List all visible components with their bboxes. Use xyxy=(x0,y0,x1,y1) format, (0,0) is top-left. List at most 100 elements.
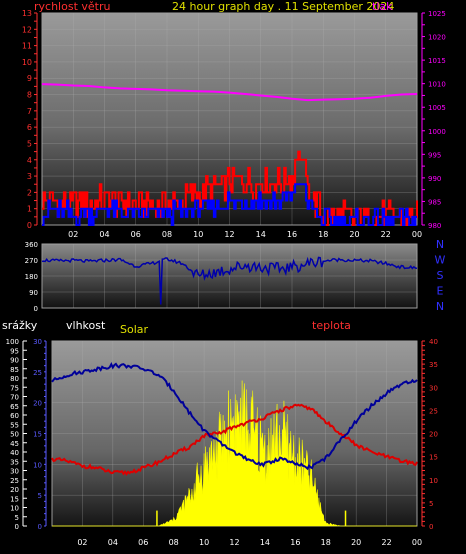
wind-x-tick-label: 00 xyxy=(412,230,422,239)
compass-label: E xyxy=(437,285,444,298)
humidity-tick-label: 5 xyxy=(38,492,42,500)
pressure-tick-label: 1020 xyxy=(428,34,446,42)
temperature-tick-label: 20 xyxy=(429,431,438,439)
temperature-tick-label: 10 xyxy=(429,477,438,485)
pressure-tick-label: 1000 xyxy=(428,128,446,136)
wind-x-tick-label: 10 xyxy=(193,230,203,239)
pressure-axis-label: tlak xyxy=(372,0,393,13)
solar-axis-label: Solar xyxy=(120,323,149,336)
rain-tick-label: 20 xyxy=(10,486,19,494)
wind-speed-tick-label: 2 xyxy=(27,188,32,197)
wind-speed-tick-label: 11 xyxy=(22,42,32,51)
rain-tick-label: 75 xyxy=(10,384,19,392)
chart-title: 24 hour graph day . 11 September 2024 xyxy=(172,0,394,13)
wind-x-tick-label: 12 xyxy=(224,230,234,239)
climate-x-tick-label: 00 xyxy=(412,538,422,547)
pressure-tick-label: 1005 xyxy=(428,104,446,112)
rain-tick-label: 50 xyxy=(10,431,19,439)
rain-tick-label: 5 xyxy=(15,514,19,522)
pressure-tick-label: 980 xyxy=(428,222,441,230)
wind-speed-tick-label: 10 xyxy=(22,58,32,67)
rain-tick-label: 85 xyxy=(10,366,19,374)
wind-speed-tick-label: 13 xyxy=(22,9,32,18)
wind-x-tick-label: 02 xyxy=(68,230,78,239)
humidity-tick-label: 15 xyxy=(33,431,42,439)
rain-tick-label: 40 xyxy=(10,449,19,457)
climate-x-tick-label: 18 xyxy=(321,538,331,547)
rain-tick-label: 30 xyxy=(10,468,19,476)
temperature-tick-label: 35 xyxy=(429,361,438,369)
compass-label: N xyxy=(436,238,444,251)
temperature-tick-label: 25 xyxy=(429,407,438,415)
pressure-tick-label: 1010 xyxy=(428,81,446,89)
climate-x-tick-label: 08 xyxy=(169,538,179,547)
pressure-tick-label: 1015 xyxy=(428,57,446,65)
rain-tick-label: 90 xyxy=(10,357,19,365)
humidity-tick-label: 20 xyxy=(33,400,42,408)
wind-x-tick-label: 14 xyxy=(256,230,266,239)
wind-speed-tick-label: 6 xyxy=(27,123,32,132)
wind-direction-series xyxy=(41,256,418,305)
climate-x-tick-label: 22 xyxy=(381,538,391,547)
wind-speed-tick-label: 3 xyxy=(27,172,32,181)
direction-tick-label: 180 xyxy=(25,273,38,281)
temperature-tick-label: 15 xyxy=(429,454,438,462)
wind-x-tick-label: 20 xyxy=(349,230,359,239)
pressure-tick-label: 985 xyxy=(428,198,441,206)
rain-tick-label: 15 xyxy=(10,495,19,503)
temperature-tick-label: 5 xyxy=(429,500,433,508)
humidity-tick-label: 30 xyxy=(33,338,42,346)
wind-x-tick-label: 04 xyxy=(99,230,109,239)
wind-x-tick-label: 18 xyxy=(318,230,328,239)
wind-x-tick-label: 08 xyxy=(162,230,172,239)
rain-tick-label: 0 xyxy=(15,523,19,531)
climate-x-tick-label: 14 xyxy=(260,538,270,547)
rain-tick-label: 35 xyxy=(10,458,19,466)
humidity-tick-label: 0 xyxy=(38,523,42,531)
direction-tick-label: 90 xyxy=(29,289,38,297)
direction-tick-label: 360 xyxy=(25,241,38,249)
compass-label: W xyxy=(435,254,446,267)
climate-x-tick-label: 16 xyxy=(290,538,300,547)
rain-tick-label: 100 xyxy=(6,338,19,346)
climate-x-tick-label: 06 xyxy=(138,538,148,547)
climate-x-tick-label: 04 xyxy=(108,538,118,547)
wind-x-tick-label: 06 xyxy=(131,230,141,239)
wind-speed-tick-label: 9 xyxy=(27,74,32,83)
humidity-tick-label: 25 xyxy=(33,369,42,377)
compass-label: S xyxy=(437,269,444,282)
temperature-tick-label: 40 xyxy=(429,338,438,346)
rain-tick-label: 10 xyxy=(10,505,19,513)
wind-speed-tick-label: 8 xyxy=(27,91,32,100)
rain-tick-label: 95 xyxy=(10,347,19,355)
climate-x-tick-label: 20 xyxy=(351,538,361,547)
rain-tick-label: 80 xyxy=(10,375,19,383)
wind-speed-tick-label: 1 xyxy=(27,205,32,214)
wind-speed-tick-label: 0 xyxy=(27,221,32,230)
pressure-tick-label: 1025 xyxy=(428,10,446,18)
rain-tick-label: 45 xyxy=(10,440,19,448)
pressure-series xyxy=(41,83,418,102)
compass-label: N xyxy=(436,300,444,313)
temperature-axis-label: teplota xyxy=(312,319,351,332)
climate-x-tick-label: 12 xyxy=(229,538,239,547)
climate-x-tick-label: 10 xyxy=(199,538,209,547)
wind-x-tick-label: 16 xyxy=(287,230,297,239)
rain-tick-label: 55 xyxy=(10,421,19,429)
humidity-axis-label: vlhkost xyxy=(66,319,106,332)
rain-tick-label: 65 xyxy=(10,403,19,411)
rain-tick-label: 60 xyxy=(10,412,19,420)
rain-tick-label: 25 xyxy=(10,477,19,485)
temperature-series xyxy=(51,403,418,477)
humidity-tick-label: 10 xyxy=(33,461,42,469)
direction-tick-label: 270 xyxy=(25,257,38,265)
rain-axis-label: srážky xyxy=(2,319,38,332)
humidity-series xyxy=(51,362,418,471)
temperature-tick-label: 0 xyxy=(429,523,433,531)
wind-speed-tick-label: 4 xyxy=(27,156,32,165)
wind-speed-axis-label: rychlost větru xyxy=(34,0,110,13)
wind-speed-series xyxy=(42,183,417,226)
wind-speed-tick-label: 5 xyxy=(27,139,32,148)
